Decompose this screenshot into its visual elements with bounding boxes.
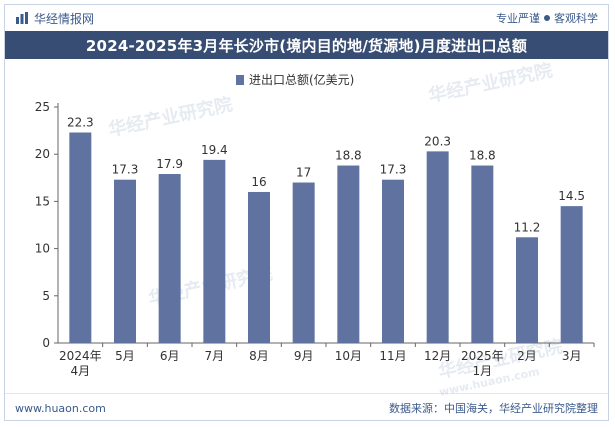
brand: 华经情报网 [15, 10, 94, 27]
footer-divider [5, 393, 608, 394]
footer: www.huaon.com 数据来源：中国海关，华经产业研究院整理 [5, 398, 608, 418]
y-tick-label: 5 [42, 289, 50, 303]
x-tick-label: 4月 [71, 364, 91, 378]
x-tick-label: 12月 [424, 349, 451, 363]
bar [69, 132, 92, 343]
bar [337, 165, 360, 343]
y-tick-label: 15 [35, 194, 50, 208]
bar-value-label: 17 [296, 166, 311, 180]
tagline-separator-icon [544, 15, 550, 21]
legend-label: 进出口总额(亿美元) [249, 72, 354, 87]
bar-value-label: 22.3 [67, 115, 94, 129]
bar [426, 151, 449, 343]
x-tick-label: 9月 [294, 349, 314, 363]
bar-value-label: 18.8 [469, 149, 496, 163]
y-tick-label: 25 [35, 100, 50, 114]
x-tick-label: 8月 [249, 349, 269, 363]
bar-value-label: 18.8 [335, 149, 362, 163]
bar-value-label: 19.4 [201, 143, 228, 157]
footer-source: 数据来源：中国海关，华经产业研究院整理 [389, 402, 598, 415]
bar [203, 159, 226, 343]
bar [471, 165, 494, 343]
x-tick-label: 3月 [562, 349, 582, 363]
x-tick-label: 6月 [160, 349, 180, 363]
bar-value-label: 17.3 [112, 163, 139, 177]
footer-website: www.huaon.com [15, 401, 106, 415]
legend-swatch [236, 75, 244, 85]
brand-logo-icon [16, 12, 28, 24]
tagline-right: 客观科学 [554, 12, 598, 25]
bar [516, 237, 538, 343]
bar-value-label: 20.3 [424, 134, 451, 148]
x-tick-label: 2024年 [59, 349, 102, 363]
bar-value-label: 14.5 [558, 189, 585, 203]
x-tick-label: 11月 [379, 349, 406, 363]
x-tick-label: 2025年 [461, 349, 504, 363]
tagline: 专业严谨 客观科学 [496, 10, 598, 26]
watermark-text: 华经产业研究院 [106, 93, 234, 141]
bar [382, 179, 404, 343]
bar [158, 174, 181, 343]
y-tick-label: 0 [42, 336, 50, 350]
bar [248, 191, 270, 343]
bar-value-label: 11.2 [514, 220, 541, 234]
bar [292, 182, 315, 343]
bar [114, 179, 136, 343]
bar-value-label: 16 [251, 175, 266, 189]
chart-frame: 华经情报网 专业严谨 客观科学 2024-2025年3月年长沙市(境内目的地/货… [4, 4, 609, 421]
bar [560, 206, 583, 343]
y-tick-label: 10 [35, 242, 50, 256]
bar-value-label: 17.3 [380, 163, 407, 177]
tagline-left: 专业严谨 [496, 12, 540, 25]
bar-value-label: 17.9 [156, 157, 183, 171]
header: 华经情报网 专业严谨 客观科学 [5, 5, 608, 31]
watermark-text: 华经产业研究院 [426, 59, 554, 107]
chart-title: 2024-2025年3月年长沙市(境内目的地/货源地)月度进出口总额 [5, 31, 608, 59]
x-tick-label: 1月 [473, 364, 493, 378]
x-tick-label: 5月 [115, 349, 135, 363]
x-tick-label: 10月 [335, 349, 362, 363]
brand-name: 华经情报网 [34, 11, 95, 26]
y-tick-label: 20 [35, 147, 50, 161]
x-tick-label: 2月 [517, 349, 537, 363]
x-tick-label: 7月 [205, 349, 225, 363]
